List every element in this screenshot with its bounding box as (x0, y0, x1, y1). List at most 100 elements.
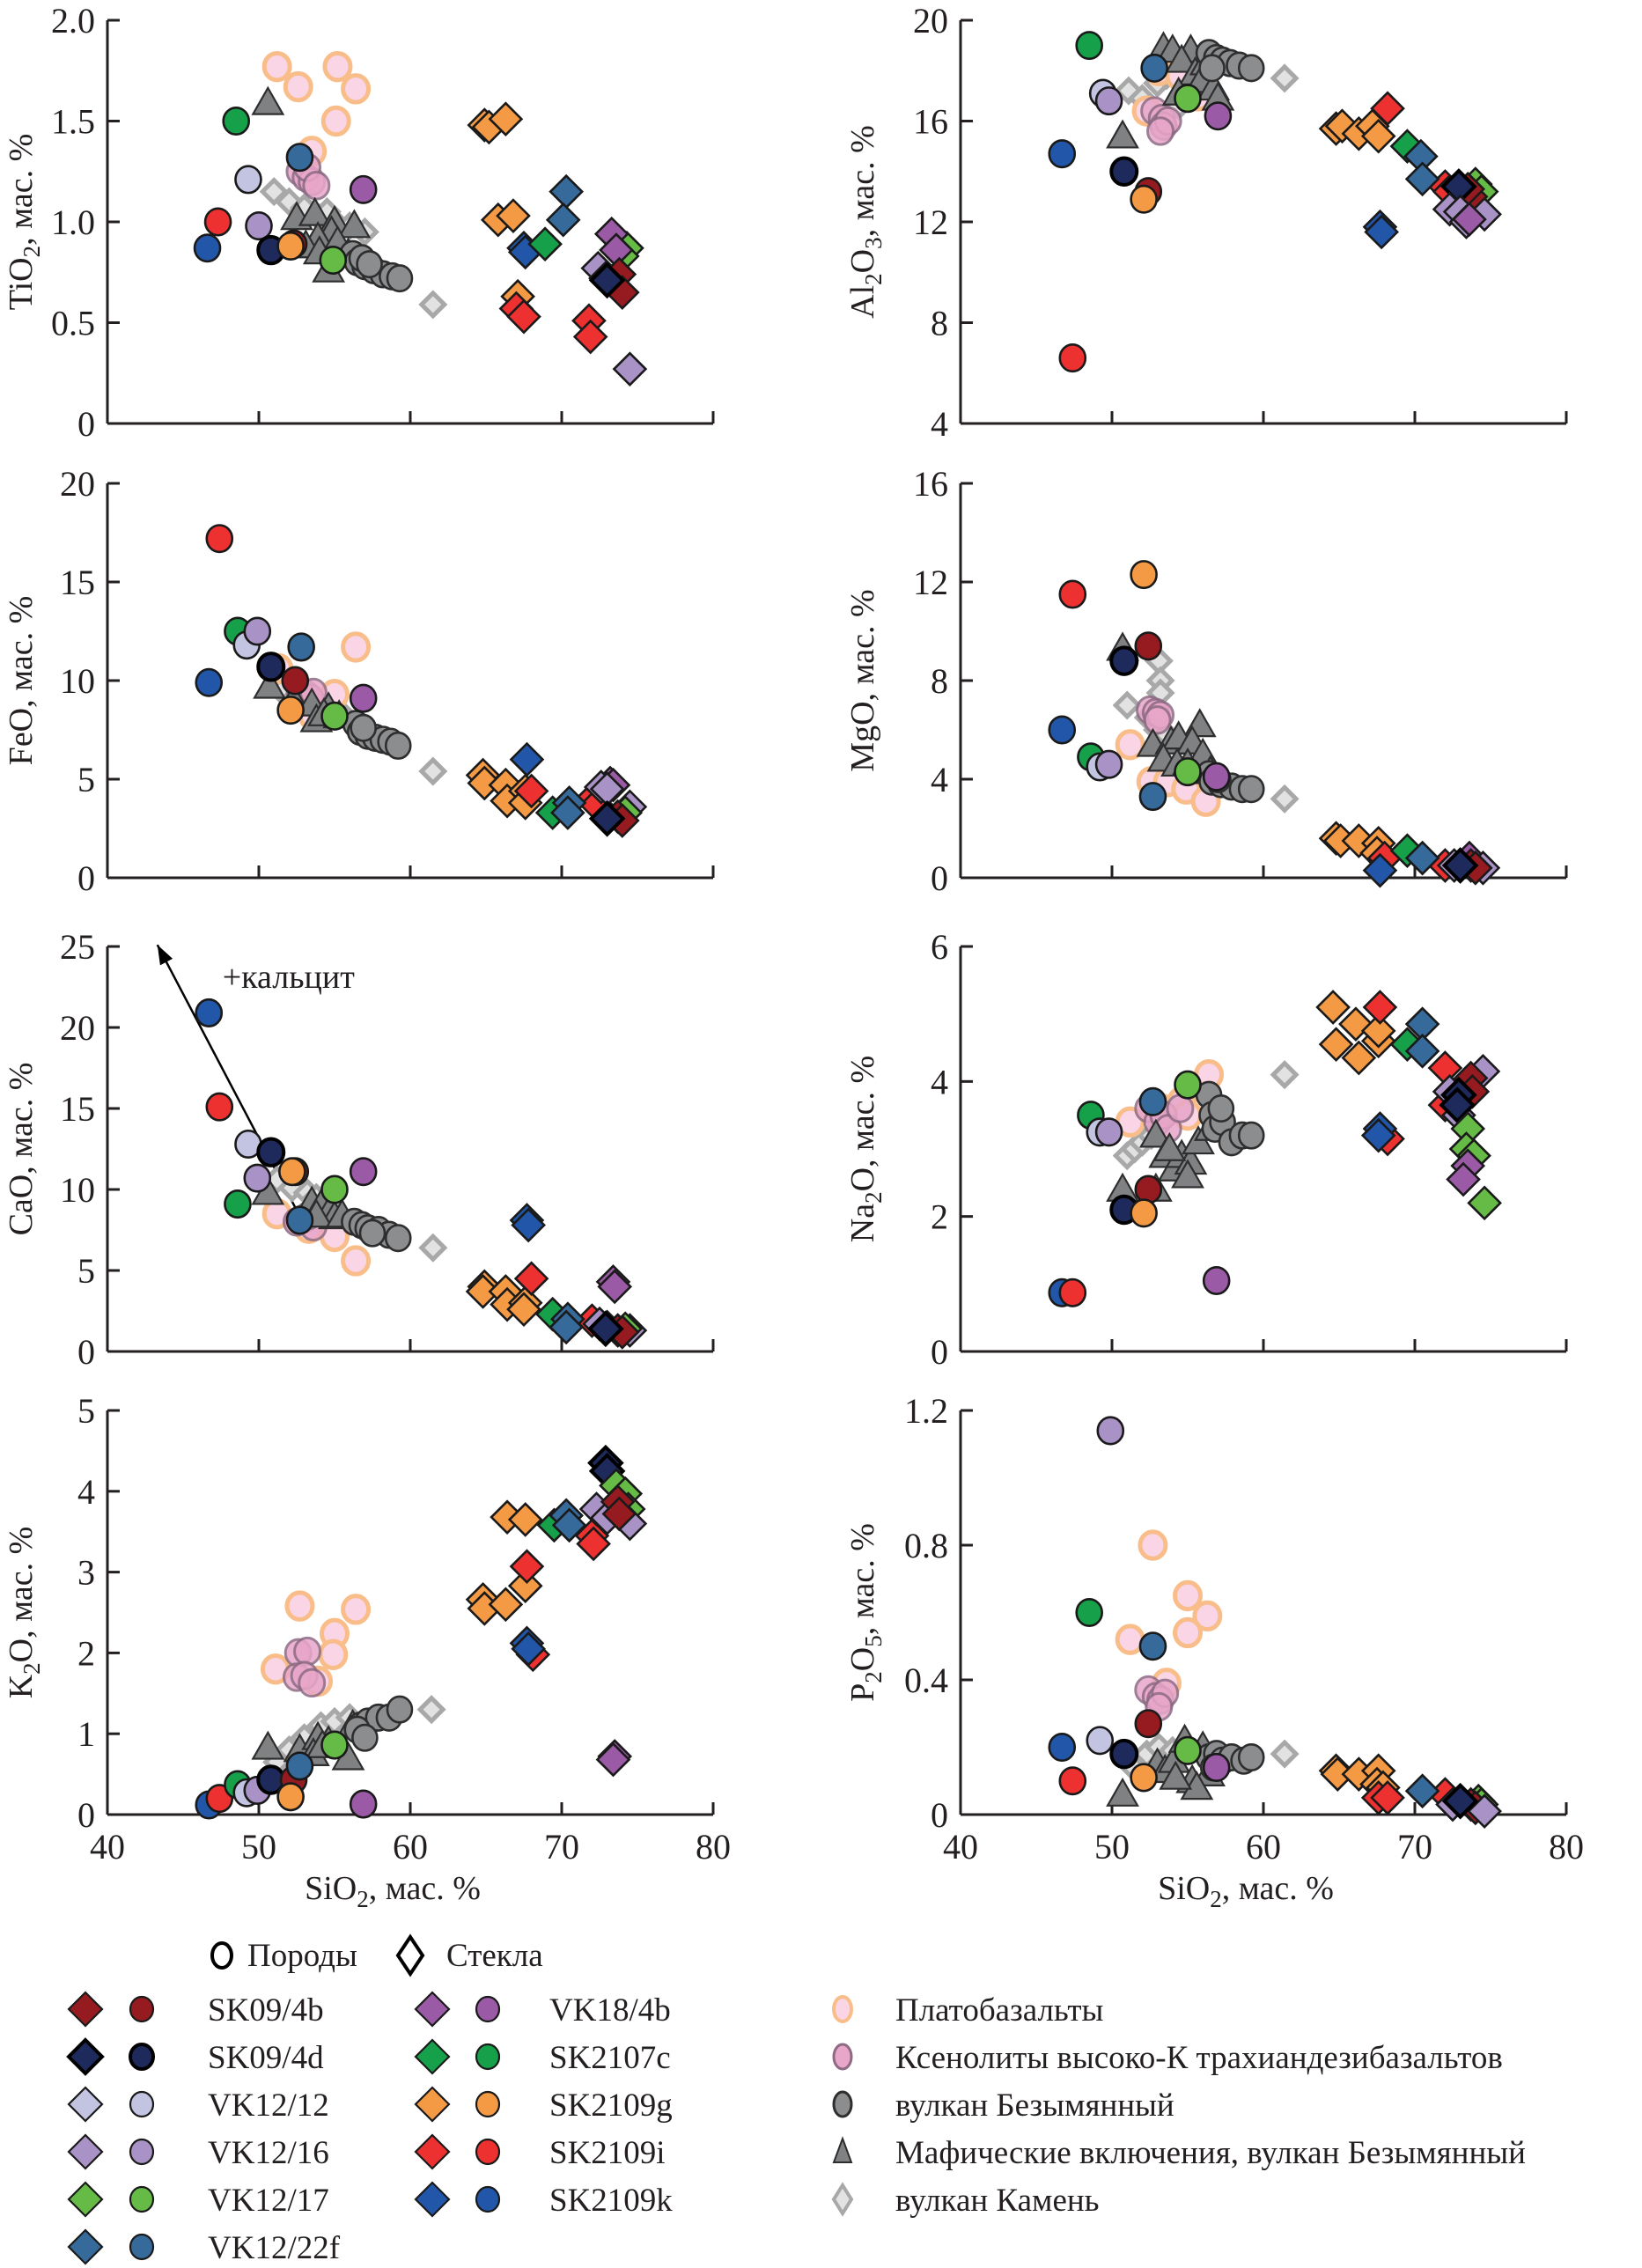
legend-item: SK2109k (414, 2181, 673, 2219)
series-sk09-4d-diamond (1441, 1782, 1479, 1820)
series-sk09-4b-circle (1134, 1709, 1163, 1739)
series-sk2109i-circle (205, 1092, 234, 1122)
data-point (1058, 343, 1087, 373)
data-point (1237, 775, 1265, 804)
data-point (1207, 1094, 1235, 1123)
legend-label: SK2109g (549, 2088, 673, 2124)
series-sk2109i-circle (1058, 1766, 1087, 1796)
data-point (1318, 1027, 1354, 1063)
legend-item: SK2107c (414, 2038, 671, 2076)
data-point (1138, 1086, 1167, 1116)
series-vk12-17-circle (320, 1730, 349, 1760)
data-point (349, 1157, 378, 1187)
series-sk09-4d-diamond (1441, 847, 1479, 884)
data-point (193, 233, 222, 263)
series-sk2109k-circle (1048, 139, 1077, 169)
series-vk12-17-circle (1174, 757, 1202, 787)
legend-label: VK18/4b (549, 1992, 671, 2029)
data-point (195, 667, 224, 697)
data-point (1075, 1597, 1103, 1628)
panel-al2o3: 4 8 12 16 20 Al2O3, мас. % (844, 1, 1568, 444)
legend-item: VK12/16 (67, 2133, 329, 2171)
y-tick-label: 2 (77, 1633, 95, 1673)
series-vk12-22f-circle (285, 1205, 314, 1235)
legend-samples: SK09/4b SK09/4d VK12/12 VK12/16 VK12/17 VK12/… (66, 1991, 673, 2266)
glass-diamond-icon (414, 2181, 451, 2218)
series-sk2109k-circle (195, 998, 224, 1027)
data-point (285, 1205, 314, 1235)
series-vk12-22f-circle (1140, 53, 1168, 83)
glass-diamond-icon (66, 2037, 105, 2076)
legend-glasses-label: Стекла (446, 1938, 543, 1974)
data-point (1467, 1793, 1502, 1830)
series-vk12-22f-diamond (1404, 840, 1440, 876)
data-point (587, 1310, 624, 1348)
data-point (1130, 560, 1158, 590)
data-point (507, 1568, 543, 1604)
series-vk12-22f-circle (285, 143, 314, 173)
series-sk2109g-circle (1130, 1198, 1158, 1228)
series-sk2109g-diamond (1315, 990, 1396, 1076)
data-point (1138, 1529, 1168, 1561)
series-vk12-22f-circle (1138, 1086, 1167, 1116)
legend-item: SK2109g (414, 2086, 673, 2124)
y-tick-label: 1.0 (51, 202, 95, 242)
series-sk2109i-circle (1058, 579, 1087, 609)
panel-mgo: 0 4 8 12 16 MgO, мас. % (844, 464, 1568, 898)
data-point (1270, 1060, 1300, 1090)
legend-label: VK12/17 (208, 2183, 329, 2219)
data-point (276, 1782, 305, 1812)
data-point (1094, 86, 1123, 116)
data-point (337, 209, 372, 239)
series-vk18-4b-circle (349, 174, 378, 204)
series-vk18-4b-diamond (1446, 1148, 1486, 1197)
data-point (1058, 1278, 1087, 1307)
rock-circle-icon (129, 2090, 155, 2118)
data-point (318, 1638, 349, 1670)
series-vk18-4b-diamond (595, 1739, 633, 1778)
legend-item: SK2109i (414, 2133, 666, 2171)
calcite-annotation: +кальцит (223, 959, 355, 996)
data-point (1202, 1265, 1231, 1296)
data-point (496, 198, 531, 233)
series-sk09-4b-circle (1134, 631, 1163, 661)
data-point (195, 998, 224, 1027)
data-point (278, 1157, 306, 1187)
data-point (1404, 1033, 1440, 1069)
data-point (1109, 645, 1139, 676)
legend-type-header: Породы Стекла (210, 1933, 543, 1977)
data-point (1452, 202, 1487, 237)
data-point (1404, 161, 1440, 197)
glass-diamond-icon (414, 2086, 451, 2123)
data-point (1446, 1161, 1481, 1197)
data-point (1138, 1118, 1173, 1148)
data-point (1094, 749, 1123, 779)
series-vk12-17-circle (1174, 1735, 1202, 1765)
data-point (1173, 1580, 1203, 1612)
data-point (349, 1789, 378, 1819)
data-point (251, 1730, 285, 1760)
legend-item: SK09/4d (66, 2037, 324, 2076)
series-vk18-4b-circle (349, 683, 378, 713)
x-tick-label: 70 (544, 1827, 579, 1867)
series-sk2109k-circle (193, 233, 222, 263)
series-sk2107c-circle (224, 1189, 252, 1219)
y-tick-label: 6 (931, 927, 948, 967)
legend-item: Ксенолиты высоко-К трахиандезибазальтов (832, 2040, 1503, 2076)
data-point (1341, 1040, 1377, 1076)
series-vk18-4b-circle (349, 1157, 378, 1187)
data-point (1237, 54, 1265, 83)
y-axis-label: FeO, мас. % (3, 596, 40, 766)
data-point (319, 245, 348, 276)
rock-circle-icon (129, 2043, 155, 2071)
y-tick-label: 1 (77, 1714, 95, 1754)
data-point (601, 1496, 637, 1532)
series-vk12-17-circle (320, 701, 349, 731)
legend-label: VK12/22f (208, 2230, 341, 2266)
series-sk2109i-circle (205, 524, 234, 554)
y-tick-label: 4 (931, 1062, 948, 1101)
legend-rocks-label: Породы (247, 1938, 357, 1974)
series-sk2109k-diamond (509, 1203, 546, 1243)
data-point (488, 101, 524, 137)
